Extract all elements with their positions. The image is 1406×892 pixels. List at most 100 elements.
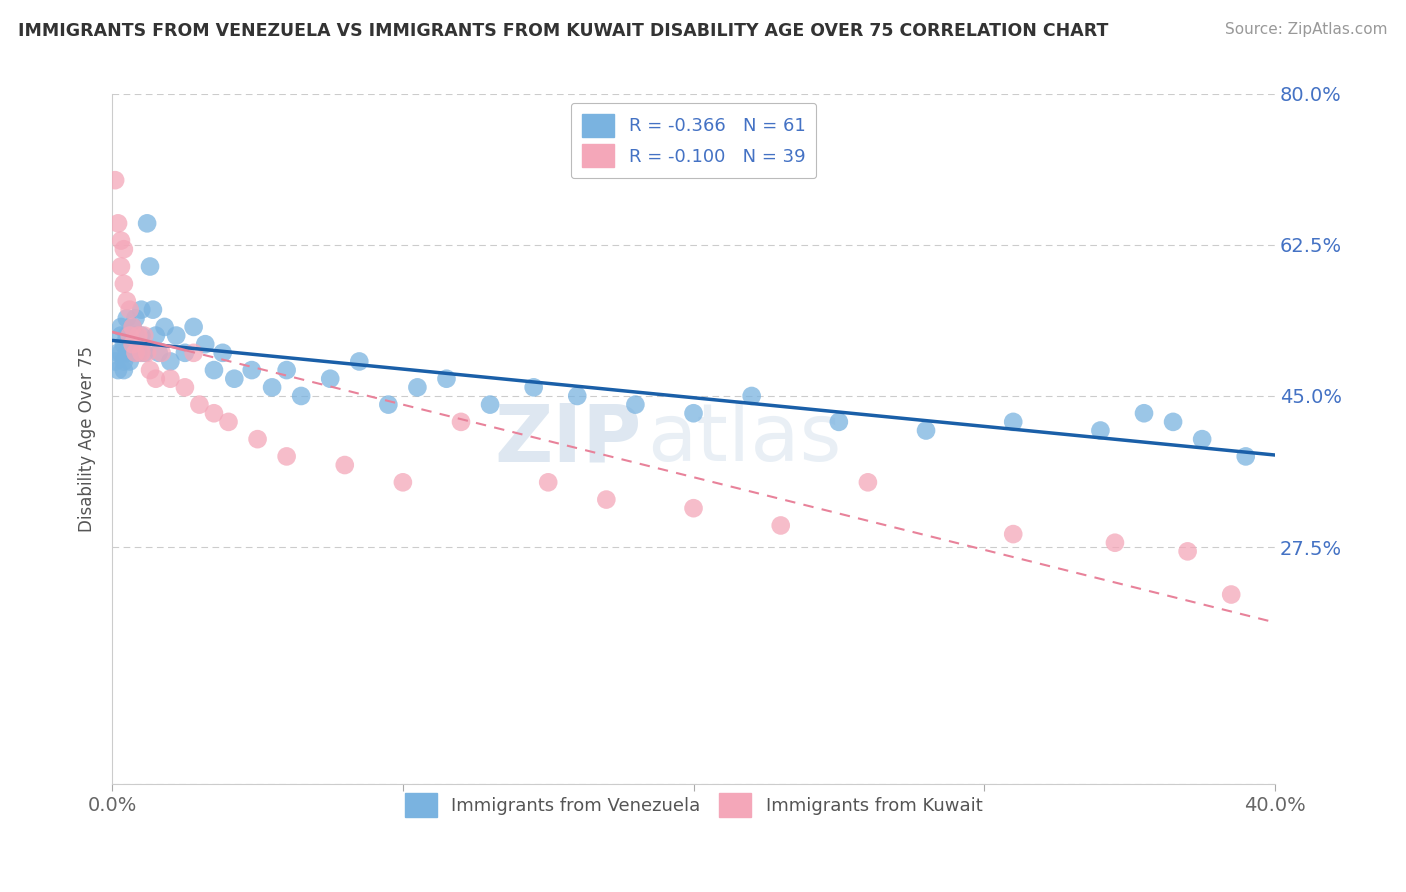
Point (121, 320, 143, 334)
Point (174, 380, 197, 394)
Point (319, 372, 342, 386)
Point (159, 354, 181, 368)
Point (349, 354, 371, 368)
Point (124, 328, 146, 343)
Point (856, 475, 879, 490)
Point (194, 337, 217, 351)
Point (112, 363, 135, 377)
Point (224, 372, 246, 386)
Point (624, 398, 647, 412)
Point (110, 328, 132, 343)
Point (1161, 415, 1184, 429)
Point (240, 363, 263, 377)
Point (150, 346, 173, 360)
Point (333, 458, 356, 472)
Point (121, 337, 143, 351)
Point (131, 346, 153, 360)
Point (115, 293, 138, 308)
Point (118, 328, 141, 343)
Point (136, 216, 159, 230)
Point (121, 346, 143, 360)
Point (110, 346, 132, 360)
Point (124, 311, 146, 326)
Point (139, 363, 162, 377)
Point (183, 320, 205, 334)
Text: Source: ZipAtlas.com: Source: ZipAtlas.com (1225, 22, 1388, 37)
Point (567, 389, 589, 403)
Point (1133, 406, 1156, 420)
Point (1090, 424, 1112, 438)
Point (107, 216, 129, 230)
Point (118, 354, 141, 368)
Point (148, 346, 170, 360)
Point (682, 406, 704, 420)
Point (134, 346, 156, 360)
Point (121, 337, 143, 351)
Point (145, 328, 167, 343)
Point (112, 354, 135, 368)
Point (107, 346, 129, 360)
Point (595, 492, 617, 507)
Point (537, 475, 560, 490)
Point (276, 450, 298, 464)
Point (1191, 432, 1213, 446)
Point (104, 173, 127, 187)
Point (915, 424, 938, 438)
Point (131, 302, 153, 317)
Point (479, 398, 502, 412)
Point (127, 346, 149, 360)
Point (218, 415, 240, 429)
Point (406, 380, 429, 394)
Point (127, 328, 149, 343)
Point (202, 406, 225, 420)
Point (104, 354, 127, 368)
Text: ZIP: ZIP (494, 401, 641, 478)
Point (828, 415, 851, 429)
Point (523, 380, 546, 394)
Point (1002, 527, 1025, 541)
Point (1104, 535, 1126, 549)
Point (118, 328, 141, 343)
Text: atlas: atlas (647, 401, 841, 478)
Point (136, 346, 159, 360)
Point (741, 389, 763, 403)
Point (110, 320, 132, 334)
Point (183, 346, 205, 360)
Point (112, 337, 135, 351)
Point (112, 277, 135, 291)
Point (115, 328, 138, 343)
Point (159, 372, 181, 386)
Text: IMMIGRANTS FROM VENEZUELA VS IMMIGRANTS FROM KUWAIT DISABILITY AGE OVER 75 CORRE: IMMIGRANTS FROM VENEZUELA VS IMMIGRANTS … (18, 22, 1109, 40)
Point (450, 415, 472, 429)
Point (145, 372, 167, 386)
Point (142, 302, 165, 317)
Point (436, 372, 458, 386)
Legend: Immigrants from Venezuela, Immigrants from Kuwait: Immigrants from Venezuela, Immigrants fr… (398, 786, 990, 823)
Point (276, 363, 298, 377)
Point (153, 320, 176, 334)
Point (115, 346, 138, 360)
Point (110, 260, 132, 274)
Point (131, 328, 153, 343)
Point (165, 328, 187, 343)
Point (118, 302, 141, 317)
Point (1177, 544, 1199, 558)
Point (377, 398, 399, 412)
Point (202, 363, 225, 377)
Point (118, 337, 141, 351)
Point (769, 518, 792, 533)
Y-axis label: Disability Age Over 75: Disability Age Over 75 (79, 346, 96, 533)
Point (121, 320, 143, 334)
Point (1002, 415, 1025, 429)
Point (139, 260, 162, 274)
Point (124, 346, 146, 360)
Point (112, 242, 135, 256)
Point (110, 234, 132, 248)
Point (174, 346, 197, 360)
Point (682, 501, 704, 516)
Point (1220, 588, 1243, 602)
Point (262, 380, 284, 394)
Point (134, 328, 156, 343)
Point (211, 346, 233, 360)
Point (107, 363, 129, 377)
